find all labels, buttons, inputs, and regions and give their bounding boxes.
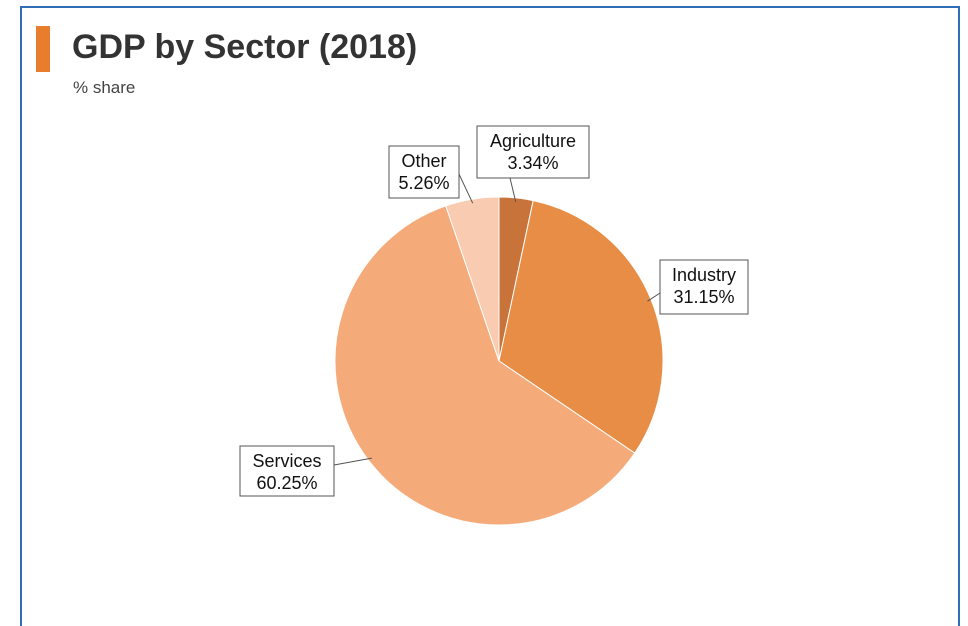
slice-value-other: 5.26%: [398, 173, 449, 193]
pie-slices: [334, 196, 664, 526]
chart-subtitle: % share: [73, 78, 136, 97]
slice-value-agriculture: 3.34%: [507, 153, 558, 173]
callout-box-industry: [659, 259, 749, 315]
pie-slice-services: [334, 205, 636, 526]
slice-label-industry: Industry: [672, 265, 736, 285]
pie-slice-industry: [498, 200, 664, 454]
callout-box-services: [239, 445, 335, 497]
callout-pointer-services: [333, 457, 372, 466]
slice-label-services: Services: [252, 451, 321, 471]
callout-box-other: [388, 145, 460, 199]
chart-title: GDP by Sector (2018): [72, 28, 418, 66]
callout-box-agriculture: [476, 125, 590, 179]
slice-label-agriculture: Agriculture: [490, 131, 576, 151]
pie-slice-other: [445, 196, 500, 362]
title-accent-bar: [36, 26, 50, 72]
slice-value-services: 60.25%: [256, 473, 317, 493]
slice-value-industry: 31.15%: [673, 287, 734, 307]
slice-label-other: Other: [401, 151, 446, 171]
